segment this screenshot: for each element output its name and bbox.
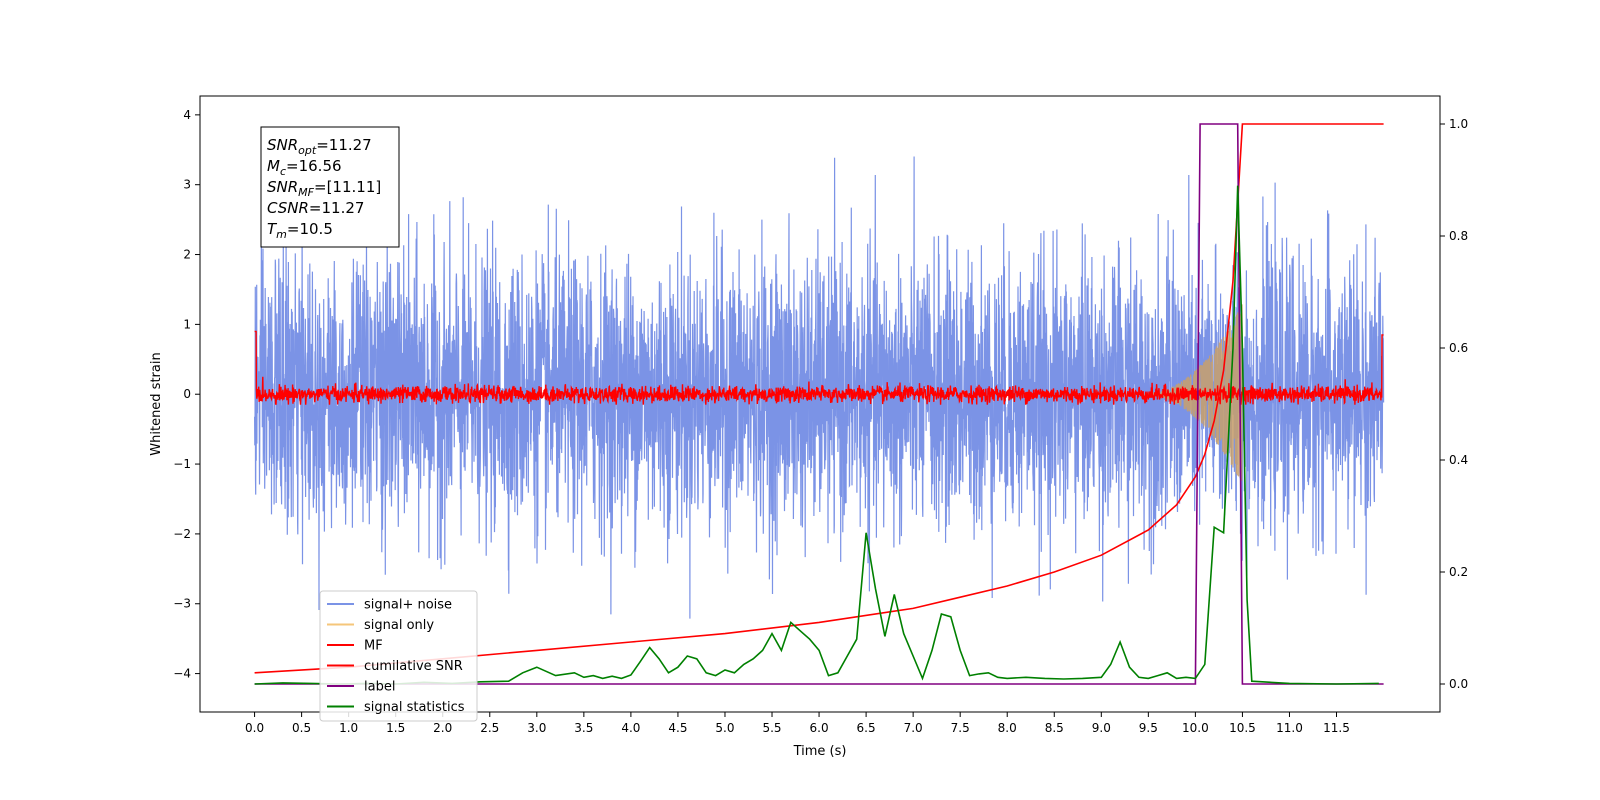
y2-tick-label: 0.2 xyxy=(1449,565,1468,579)
x-tick-label: 10.0 xyxy=(1182,721,1209,735)
x-tick-label: 5.5 xyxy=(762,721,781,735)
x-tick-label: 3.0 xyxy=(527,721,546,735)
series-signal-noise xyxy=(254,156,1385,619)
legend-frame xyxy=(319,590,478,722)
legend-label: signal+ noise xyxy=(364,598,452,613)
plot-area-frame xyxy=(199,95,1441,713)
info-line-tm: Tm=10.5 xyxy=(267,220,333,241)
series-label xyxy=(254,123,1384,685)
x-tick-label: 2.0 xyxy=(433,721,452,735)
y-tick-label: 4 xyxy=(183,108,191,122)
y2-tick-label: 0.6 xyxy=(1449,341,1468,355)
y-tick-label: −1 xyxy=(173,457,191,471)
x-tick-label: 4.0 xyxy=(621,721,640,735)
x-axis-ticks: 0.0 0.5 1.0 1.5 2.0 2.5 3.0 3.5 4.0 4.5 5.0 5.5 6.0 6… xyxy=(245,712,1350,735)
x-tick-label: 0.5 xyxy=(292,721,311,735)
x-tick-label: 3.5 xyxy=(574,721,593,735)
y-tick-label: −3 xyxy=(173,597,191,611)
y-tick-label: −2 xyxy=(173,527,191,541)
y2-tick-label: 0.4 xyxy=(1449,453,1468,467)
series-mf xyxy=(254,330,1384,405)
x-tick-label: 0.0 xyxy=(245,721,264,735)
legend-label: cumilative SNR xyxy=(364,659,463,674)
x-tick-label: 10.5 xyxy=(1229,721,1256,735)
series-cumulative-snr xyxy=(254,123,1384,674)
y-tick-label: 2 xyxy=(183,248,191,262)
info-line-csnr: CSNR=11.27 xyxy=(267,199,364,217)
legend-label: MF xyxy=(364,639,383,654)
series-layer xyxy=(254,123,1385,685)
x-tick-label: 6.0 xyxy=(810,721,829,735)
legend: signal+ noise signal only MF cumilative SNR… xyxy=(319,590,478,722)
x-tick-label: 11.0 xyxy=(1276,721,1303,735)
legend-label: signal only xyxy=(364,618,434,633)
x-tick-label: 2.5 xyxy=(480,721,499,735)
x-tick-label: 9.0 xyxy=(1092,721,1111,735)
info-box-frame xyxy=(260,126,400,248)
x-tick-label: 4.5 xyxy=(668,721,687,735)
x-tick-label: 8.5 xyxy=(1045,721,1064,735)
info-line-snr-mf: SNRMF=[11.11] xyxy=(267,178,381,199)
info-line-snr-opt: SNRopt=11.27 xyxy=(267,136,372,157)
x-tick-label: 5.0 xyxy=(715,721,734,735)
y-axis-label: Whitened strain xyxy=(149,352,164,455)
y-tick-label: 3 xyxy=(183,178,191,192)
x-tick-label: 7.0 xyxy=(904,721,923,735)
legend-label: label xyxy=(364,680,395,695)
y2-axis-ticks: 1.0 0.8 0.6 0.4 0.2 0.0 xyxy=(1440,117,1468,691)
x-axis-label: Time (s) xyxy=(793,744,847,759)
y-tick-label: −4 xyxy=(173,667,191,681)
x-tick-label: 7.5 xyxy=(951,721,970,735)
info-line-mc: Mc=16.56 xyxy=(267,157,342,178)
y-tick-label: 1 xyxy=(183,317,191,331)
y2-tick-label: 1.0 xyxy=(1449,117,1468,131)
x-tick-label: 9.5 xyxy=(1139,721,1158,735)
y2-tick-label: 0.0 xyxy=(1449,677,1468,691)
x-tick-label: 11.5 xyxy=(1323,721,1350,735)
x-tick-label: 1.5 xyxy=(386,721,405,735)
y2-tick-label: 0.8 xyxy=(1449,229,1468,243)
legend-label: signal statistics xyxy=(364,700,465,715)
x-tick-label: 1.0 xyxy=(339,721,358,735)
info-box: SNRopt=11.27 Mc=16.56 SNRMF=[11.11] CSNR… xyxy=(260,126,400,248)
y-axis-ticks: 4 3 2 1 0 −1 −2 −3 −4 xyxy=(173,108,200,681)
series-signal-statistics xyxy=(254,185,1379,685)
x-tick-label: 6.5 xyxy=(857,721,876,735)
x-tick-label: 8.0 xyxy=(998,721,1017,735)
y-tick-label: 0 xyxy=(183,387,191,401)
